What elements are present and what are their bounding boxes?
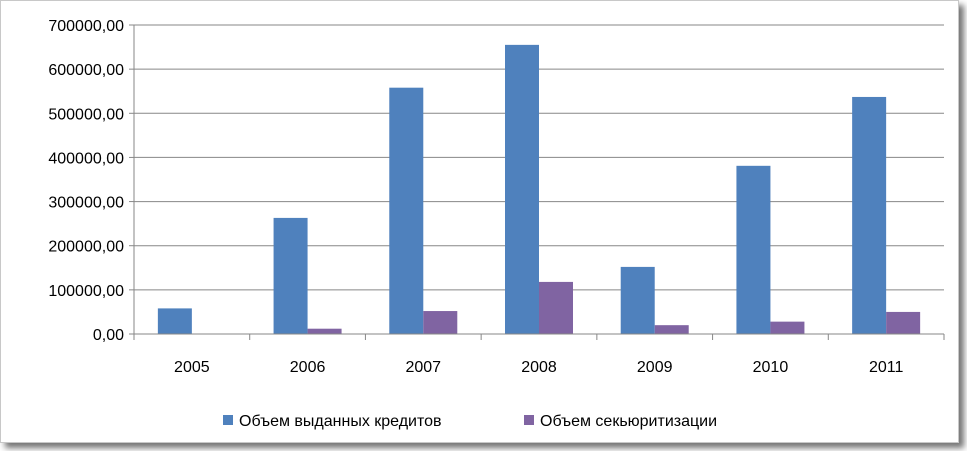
bar-securitization-2008 xyxy=(539,281,573,334)
legend-label-credits: Объем выданных кредитов xyxy=(239,413,442,430)
x-tick-label: 2008 xyxy=(521,359,557,376)
bar-securitization-2009 xyxy=(654,325,689,334)
legend-swatch-credits xyxy=(223,415,233,425)
chart-area: 0,00 100000,00 200000,00 300000,00 400000,00… xyxy=(0,0,959,443)
bar-securitization-2011 xyxy=(886,311,921,334)
bar-securitization-2007 xyxy=(423,311,458,334)
x-tick-label: 2006 xyxy=(290,359,326,376)
axes xyxy=(129,24,945,340)
y-tick-label: 400000,00 xyxy=(48,150,124,167)
bar-credits-2009 xyxy=(620,266,655,334)
y-tick-label: 200000,00 xyxy=(48,239,124,256)
bar-credits-2007 xyxy=(389,87,424,334)
bar-credits-2010 xyxy=(736,165,771,334)
bar-credits-2011 xyxy=(852,96,887,335)
bar-credits-2005 xyxy=(157,308,192,334)
tick-labels: 0,00 100000,00 200000,00 300000,00 400000,00… xyxy=(48,18,903,376)
y-tick-label: 0,00 xyxy=(93,327,124,344)
bars xyxy=(157,44,921,335)
y-tick-label: 700000,00 xyxy=(48,18,124,35)
y-tick-label: 100000,00 xyxy=(48,283,124,300)
legend-label-securitization: Объем секьюритизации xyxy=(540,413,717,430)
bar-credits-2008 xyxy=(505,44,539,334)
y-tick-label: 300000,00 xyxy=(48,195,124,212)
bar-chart: 0,00 100000,00 200000,00 300000,00 400000,00… xyxy=(48,18,945,430)
x-tick-label: 2010 xyxy=(753,359,789,376)
bar-securitization-2006 xyxy=(307,328,342,334)
x-tick-label: 2009 xyxy=(637,359,673,376)
legend: Объем выданных кредитов Объем секьюритиза… xyxy=(223,413,717,430)
y-tick-label: 500000,00 xyxy=(48,106,124,123)
legend-swatch-securitization xyxy=(524,415,534,425)
y-tick-label: 600000,00 xyxy=(48,62,124,79)
bar-securitization-2010 xyxy=(770,321,805,334)
bar-credits-2006 xyxy=(273,217,308,334)
x-tick-label: 2007 xyxy=(405,359,441,376)
x-tick-label: 2005 xyxy=(174,359,210,376)
x-tick-label: 2011 xyxy=(869,359,904,376)
